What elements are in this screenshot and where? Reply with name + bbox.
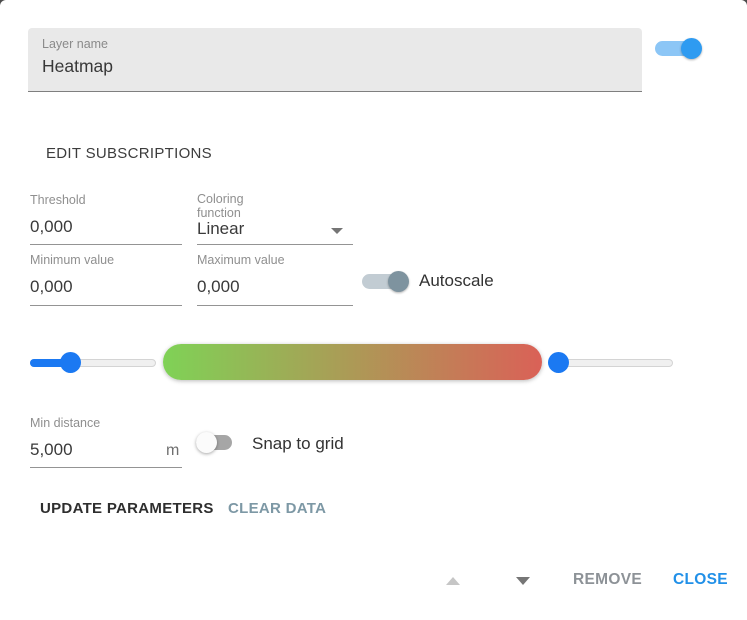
min-distance-label: Min distance [30, 416, 101, 430]
min-distance-unit: m [166, 442, 180, 459]
field-underline [30, 467, 182, 468]
field-underline [197, 305, 353, 306]
field-underline [30, 305, 182, 306]
autoscale-toggle[interactable] [362, 271, 409, 292]
gradient-max-slider[interactable] [548, 352, 673, 373]
edit-subscriptions-button[interactable]: EDIT SUBSCRIPTIONS [46, 145, 212, 162]
caret-down-icon[interactable] [331, 228, 343, 234]
layer-visibility-toggle[interactable] [655, 38, 702, 59]
close-button[interactable]: CLOSE [673, 571, 728, 588]
arrow-up-icon [446, 577, 460, 585]
field-underline [30, 244, 182, 245]
field-underline [197, 244, 353, 245]
minimum-value-input[interactable]: 0,000 [30, 277, 73, 296]
slider-thumb[interactable] [548, 352, 569, 373]
minimum-value-label: Minimum value [30, 253, 115, 267]
snap-to-grid-label: Snap to grid [252, 434, 344, 453]
move-down-button[interactable] [511, 571, 535, 591]
arrow-down-icon [516, 577, 530, 585]
gradient-min-slider[interactable] [30, 352, 156, 373]
snap-to-grid-toggle[interactable] [196, 432, 243, 453]
maximum-value-label: Maximum value [197, 253, 285, 267]
layer-name-value[interactable]: Heatmap [42, 56, 114, 76]
coloring-function-select[interactable]: Linear [197, 219, 245, 238]
slider-thumb[interactable] [60, 352, 81, 373]
remove-button[interactable]: REMOVE [573, 571, 642, 588]
update-parameters-button[interactable]: UPDATE PARAMETERS [40, 500, 214, 517]
layer-name-field[interactable]: Layer name Heatmap [28, 28, 642, 92]
toggle-thumb[interactable] [196, 432, 217, 453]
color-gradient-bar [163, 344, 542, 380]
toggle-thumb[interactable] [388, 271, 409, 292]
autoscale-label: Autoscale [419, 271, 494, 290]
move-up-button[interactable] [441, 571, 465, 591]
maximum-value-input[interactable]: 0,000 [197, 277, 240, 296]
threshold-input[interactable]: 0,000 [30, 217, 73, 236]
clear-data-button[interactable]: CLEAR DATA [228, 500, 327, 517]
coloring-function-label: Coloring function [197, 192, 244, 220]
min-distance-input[interactable]: 5,000 [30, 440, 73, 459]
layer-name-label: Layer name [42, 37, 109, 51]
slider-fill [30, 359, 76, 367]
threshold-label: Threshold [30, 193, 86, 207]
toggle-thumb[interactable] [681, 38, 702, 59]
